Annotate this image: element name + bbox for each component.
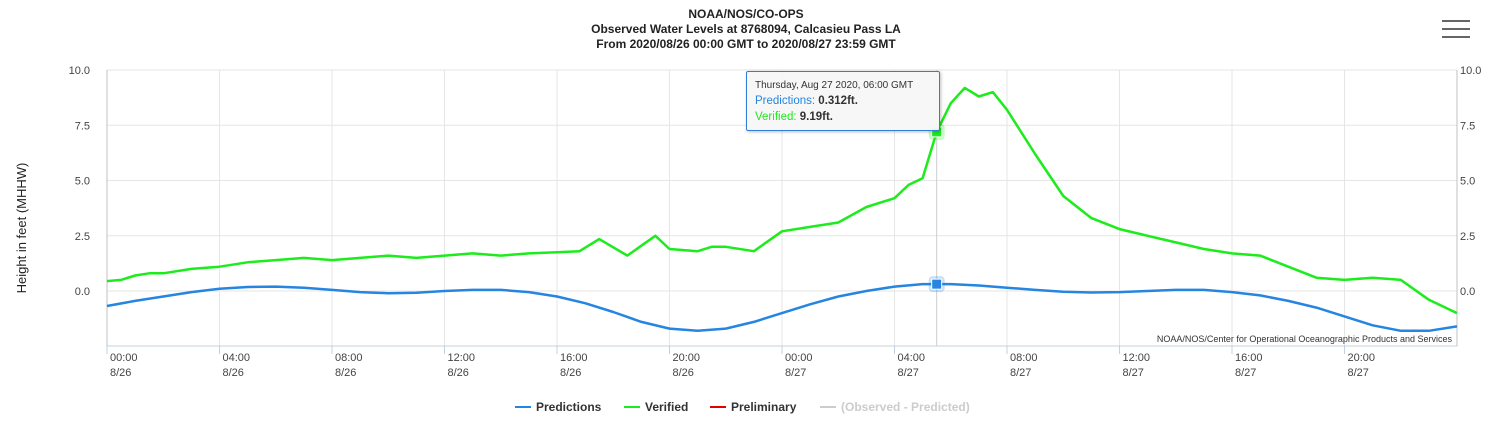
legend-item-3[interactable]: Preliminary [710, 400, 797, 414]
y-tick-label-left: 2.5 [75, 231, 90, 243]
x-tick-time: 00:00 [110, 352, 138, 364]
legend-label: (Observed - Predicted) [841, 400, 970, 414]
tooltip-predictions-value: 0.312ft. [818, 95, 858, 107]
x-tick-time: 00:00 [785, 352, 813, 364]
y-tick-label-right: 10.0 [1460, 65, 1481, 77]
x-tick-date: 8/27 [1123, 367, 1144, 379]
y-tick-label-left: 0.0 [75, 286, 90, 298]
tooltip-verified-row: Verified: 9.19ft. [755, 109, 931, 125]
y-tick-label-right: 2.5 [1460, 231, 1475, 243]
x-tick-time: 04:00 [898, 352, 926, 364]
y-tick-label-right: 0.0 [1460, 286, 1475, 298]
x-tick-date: 8/26 [448, 367, 469, 379]
x-tick-date: 8/27 [1010, 367, 1031, 379]
x-tick-time: 16:00 [1235, 352, 1263, 364]
tooltip-predictions-name: Predictions: [755, 95, 816, 107]
legend-item-4[interactable]: (Observed - Predicted) [820, 400, 970, 414]
series-line-predictions[interactable] [106, 282, 1458, 333]
y-tick-label-right: 7.5 [1460, 120, 1475, 132]
tooltip-verified-name: Verified: [755, 111, 797, 123]
x-tick-time: 12:00 [448, 352, 476, 364]
menu-bar-1 [1442, 20, 1470, 22]
x-tick-time: 08:00 [335, 352, 363, 364]
chart-credit[interactable]: NOAA/NOS/Center for Operational Oceanogr… [1157, 334, 1453, 344]
x-tick-date: 8/27 [1348, 367, 1369, 379]
legend-item-2[interactable]: Verified [624, 400, 688, 414]
x-tick-date: 8/27 [898, 367, 919, 379]
legend-label: Verified [645, 400, 688, 414]
x-tick-date: 8/26 [110, 367, 131, 379]
tooltip-date: Thursday, Aug 27 2020, 06:00 GMT [755, 80, 914, 91]
chart-title-line-1: NOAA/NOS/CO-OPS [688, 7, 803, 21]
x-tick-time: 20:00 [673, 352, 701, 364]
y-axis-label: Height in feet (MHHW) [14, 163, 29, 294]
series-line-verified[interactable] [106, 86, 1458, 315]
hover-marker-predictions [931, 278, 943, 290]
y-tick-label-left: 7.5 [75, 120, 90, 132]
chart-menu-button[interactable] [1438, 14, 1474, 46]
x-tick-time: 20:00 [1348, 352, 1376, 364]
x-tick-date: 8/26 [223, 367, 244, 379]
chart-title-line-2: Observed Water Levels at 8768094, Calcas… [591, 22, 901, 36]
x-tick-date: 8/27 [785, 367, 806, 379]
y-tick-label-left: 5.0 [75, 176, 90, 188]
x-tick-time: 16:00 [560, 352, 588, 364]
legend-label: Preliminary [731, 400, 797, 414]
x-tick-date: 8/27 [1235, 367, 1256, 379]
y-tick-label-left: 10.0 [69, 65, 90, 77]
x-tick-time: 08:00 [1010, 352, 1038, 364]
tooltip-predictions-row: Predictions: 0.312ft. [755, 93, 931, 109]
tooltip-verified-value: 9.19ft. [799, 111, 834, 123]
menu-bar-2 [1442, 28, 1470, 30]
x-tick-date: 8/26 [673, 367, 694, 379]
x-tick-date: 8/26 [335, 367, 356, 379]
chart-tooltip: Thursday, Aug 27 2020, 06:00 GMT Predict… [746, 71, 940, 131]
chart-title-line-3: From 2020/08/26 00:00 GMT to 2020/08/27 … [596, 37, 896, 51]
legend-label: Predictions [536, 400, 602, 414]
legend-item-1[interactable]: Predictions [515, 400, 602, 414]
menu-bar-3 [1442, 36, 1470, 38]
x-tick-date: 8/26 [560, 367, 581, 379]
x-tick-time: 04:00 [223, 352, 251, 364]
y-tick-label-right: 5.0 [1460, 176, 1475, 188]
x-tick-time: 12:00 [1123, 352, 1151, 364]
